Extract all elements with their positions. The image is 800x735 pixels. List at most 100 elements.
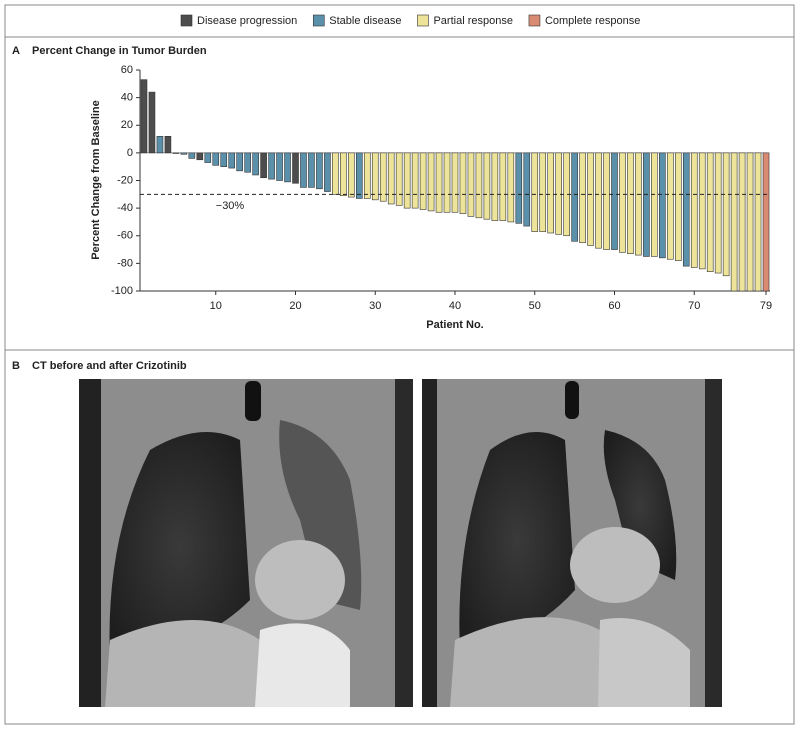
bar: [531, 152, 539, 232]
bar: [674, 152, 682, 261]
bar: [595, 152, 602, 249]
x-tick-label: 60: [608, 300, 620, 312]
bar: [300, 152, 307, 188]
bar: [228, 152, 236, 169]
bar: [164, 136, 172, 154]
x-tick-label: 50: [529, 300, 541, 312]
bar: [746, 152, 754, 292]
plot: -100 -80 -60 -40 -20 0 20 40 60 10 20 30 40 50 60 70 79 −…: [111, 64, 772, 312]
bar: [356, 152, 363, 199]
bar: [292, 152, 299, 184]
bar: [515, 152, 523, 224]
bar: [627, 152, 634, 255]
legend-label: Partial response: [433, 15, 513, 27]
bar: [635, 152, 642, 256]
bar: [332, 152, 339, 195]
bar: [643, 152, 650, 257]
bar: [714, 152, 722, 274]
bar: [659, 152, 666, 259]
bar: [547, 152, 554, 234]
bar: [363, 152, 371, 199]
bar: [324, 152, 331, 192]
panel-label: B: [12, 360, 20, 372]
y-tick-label: -40: [117, 202, 133, 214]
bar: [172, 152, 180, 154]
bar: [196, 152, 204, 161]
legend: Disease progression Stable disease Partial…: [180, 14, 640, 27]
bar: [443, 152, 451, 213]
bar: [499, 152, 507, 221]
bar: [706, 152, 714, 272]
bar: [284, 152, 291, 183]
ct-image-after: [422, 379, 722, 707]
y-tick-label: -80: [117, 257, 133, 269]
bar: [475, 152, 483, 219]
bar: [738, 152, 746, 292]
bar: [260, 152, 267, 179]
bar: [268, 152, 275, 180]
bar: [619, 152, 626, 253]
bar: [507, 152, 515, 223]
bar: [236, 152, 243, 172]
bar: [762, 152, 770, 292]
bar: [459, 152, 467, 214]
legend-label: Stable disease: [329, 15, 401, 27]
bar: [483, 152, 491, 220]
x-tick-label: 30: [369, 300, 381, 312]
y-tick-label: 20: [121, 119, 133, 131]
bar: [220, 152, 228, 167]
x-tick-label: 10: [210, 300, 222, 312]
bar: [690, 152, 698, 268]
bar: [427, 152, 435, 212]
legend-swatch: [180, 14, 193, 27]
bar: [411, 152, 419, 209]
bar: [651, 152, 658, 257]
bar: [467, 152, 475, 217]
legend-label: Disease progression: [197, 15, 297, 27]
bar: [204, 152, 212, 163]
bar: [587, 152, 594, 246]
bar: [555, 152, 562, 235]
bar: [571, 152, 578, 242]
panel-label: A: [12, 45, 20, 57]
bar: [603, 152, 610, 250]
bar: [371, 152, 379, 201]
bar: [395, 152, 403, 206]
bar: [722, 152, 730, 277]
bar: [387, 152, 395, 205]
bar: [667, 152, 674, 260]
bar: [308, 152, 315, 188]
y-tick-label: -60: [117, 230, 133, 242]
y-axis-label: Percent Change from Baseline: [90, 100, 102, 260]
legend-swatch: [312, 14, 325, 27]
bar: [244, 152, 251, 173]
x-axis-label: Patient No.: [426, 319, 483, 331]
bar: [316, 152, 323, 190]
y-tick-label: -20: [117, 174, 133, 186]
legend-swatch: [417, 14, 429, 27]
legend-swatch: [528, 14, 541, 27]
y-tick-label: -100: [111, 285, 133, 297]
threshold-label: −30%: [216, 200, 245, 212]
x-tick-label: 70: [688, 300, 700, 312]
bar: [156, 136, 164, 154]
y-tick-label: 60: [121, 64, 133, 76]
bar: [730, 152, 738, 292]
bar: [212, 152, 220, 166]
bar: [698, 152, 706, 270]
x-tick-label: 20: [289, 300, 301, 312]
bar: [252, 152, 259, 176]
bar: [403, 152, 411, 209]
bar: [379, 152, 387, 202]
x-tick-label: 40: [449, 300, 461, 312]
bar: [180, 152, 188, 155]
bar: [419, 152, 427, 210]
bar: [682, 152, 690, 267]
legend-label: Complete response: [545, 15, 640, 27]
bar: [140, 79, 148, 154]
bar: [539, 152, 547, 232]
bar: [148, 91, 156, 154]
bar: [435, 152, 443, 213]
bar: [754, 152, 762, 292]
